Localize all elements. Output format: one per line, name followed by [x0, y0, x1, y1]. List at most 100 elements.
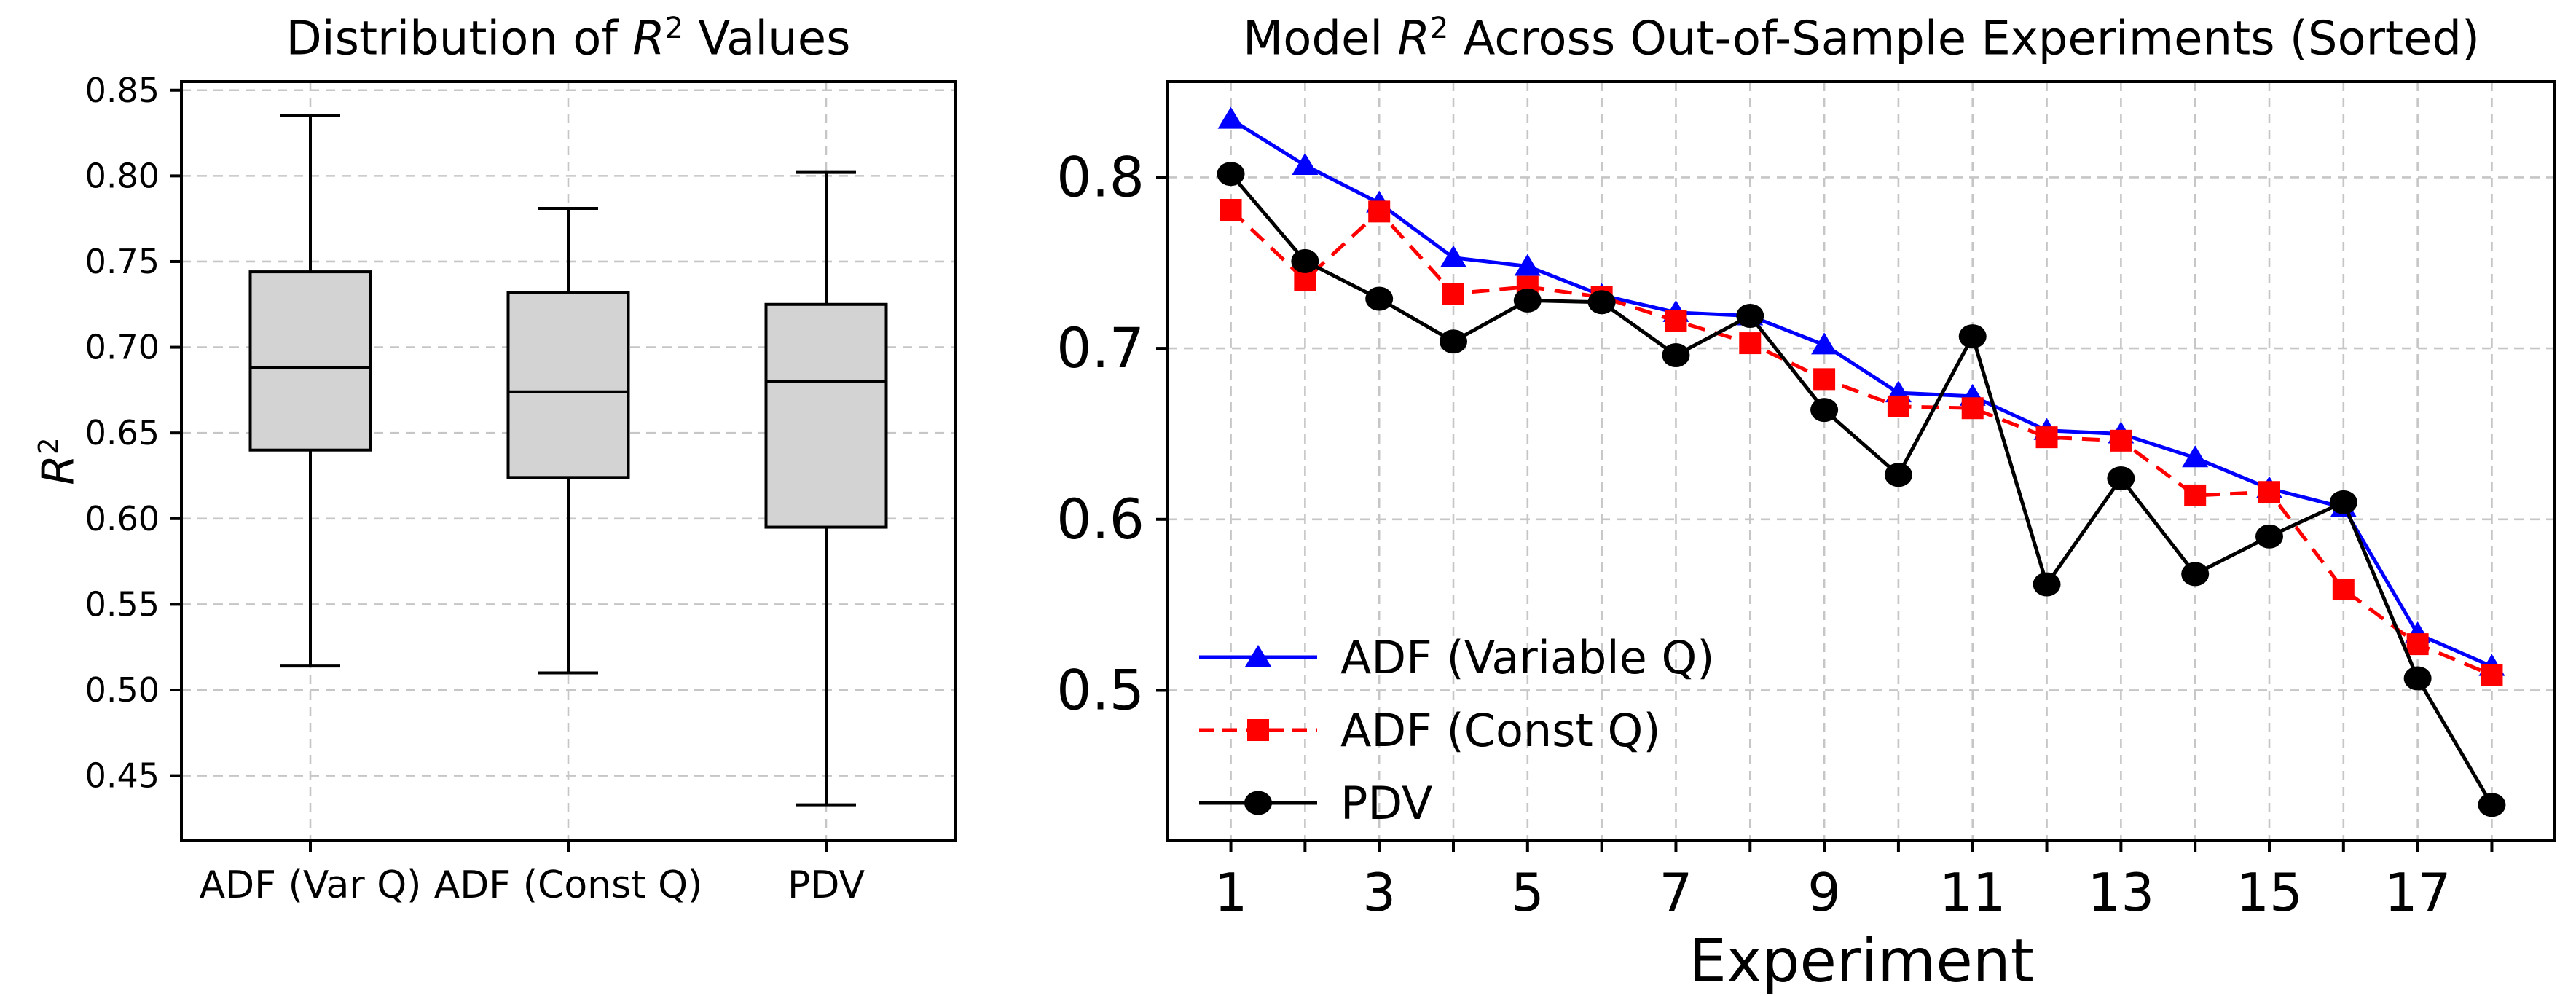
legend-item-adf-variable-q: ADF (Variable Q) [1196, 621, 1714, 694]
box-ADF (Var Q) [248, 114, 372, 668]
left-title-r: R [632, 12, 665, 66]
category-label: PDV [788, 863, 865, 907]
legend-item-adf-const-q: ADF (Const Q) [1196, 694, 1714, 766]
y-tick-label: 0.6 [1056, 487, 1144, 552]
circle-marker [1513, 288, 1542, 313]
triangle-marker [1811, 332, 1838, 355]
square-marker [1739, 332, 1762, 355]
square-marker [1442, 283, 1464, 305]
y-tick-label: 0.8 [1056, 144, 1144, 209]
circle-marker [1587, 290, 1616, 315]
left-title-sup: 2 [664, 12, 684, 45]
square-marker [1665, 310, 1687, 332]
box-PDV [764, 170, 888, 807]
circle-marker [1440, 329, 1467, 354]
square-marker [2184, 484, 2207, 506]
right-x-tick-labels: 1 3 5 7 9 11 13 15 17 [1214, 862, 2451, 923]
triangle-marker [1440, 245, 1466, 267]
legend-triangle-marker-icon [1199, 645, 1317, 667]
x-tick-label: 11 [1939, 862, 2006, 923]
square-marker [2110, 429, 2132, 452]
square-marker [2035, 426, 2058, 449]
right-plot-title: Model R2 Across Out-of-Sample Experiment… [1243, 12, 2480, 66]
series-pdv [1217, 162, 2506, 817]
box-ADF (Const Q) [506, 207, 630, 675]
circle-marker [1217, 162, 1245, 187]
y-tick-label: 0.65 [85, 413, 160, 452]
triangle-marker [1514, 254, 1541, 276]
triangle-marker [1217, 106, 1244, 129]
circle-marker [1662, 342, 1690, 367]
right-x-axis-label: Experiment [1689, 927, 2034, 996]
right-y-tick-labels: 0.5 0.6 0.7 0.8 [1056, 144, 1144, 722]
series-line [1230, 117, 2493, 668]
y-tick-label: 0.70 [85, 328, 160, 367]
x-tick-label: 13 [2088, 862, 2155, 923]
left-title-prefix: Distribution of [286, 12, 633, 66]
x-tick-label: 15 [2236, 862, 2303, 923]
circle-marker [2403, 666, 2432, 691]
left-title-suffix: Values [683, 12, 851, 66]
right-spines [1166, 80, 2556, 842]
y-tick-label: 0.7 [1056, 315, 1144, 380]
left-x-tick-labels: ADF (Var Q) ADF (Const Q) PDV [200, 863, 865, 907]
legend-circle-marker-icon [1199, 791, 1317, 815]
iqr-box [506, 291, 630, 479]
right-title-r: R [1397, 12, 1430, 66]
legend: ADF (Variable Q) ADF (Const Q) PDV [1196, 621, 1714, 839]
triangle-marker [1292, 152, 1319, 175]
y-tick-label: 0.55 [85, 584, 160, 624]
right-title-sup: 2 [1429, 12, 1449, 45]
series-line [1229, 173, 2494, 806]
y-tick-label: 0.80 [85, 156, 160, 195]
category-label: ADF (Const Q) [434, 863, 703, 907]
square-marker [2406, 633, 2429, 656]
iqr-box [764, 302, 888, 529]
circle-marker [2478, 793, 2506, 817]
x-tick-label: 1 [1214, 862, 1248, 923]
circle-marker [2107, 466, 2135, 490]
y-tick-label: 0.60 [85, 499, 160, 538]
right-title-suffix: Across Out-of-Sample Experiments (Sorted… [1448, 12, 2480, 66]
x-tick-label: 7 [1660, 862, 1693, 923]
right-gridlines [1168, 82, 2555, 841]
left-ticks [170, 88, 828, 852]
circle-marker [1291, 248, 1319, 273]
square-marker [1961, 397, 1984, 420]
circle-marker [1736, 304, 1764, 329]
square-marker [2332, 579, 2355, 601]
left-y-tick-labels: 0.45 0.50 0.55 0.60 0.65 0.70 0.75 0.80 0.85 [85, 71, 160, 796]
legend-square-marker-icon [1199, 719, 1317, 741]
triangle-marker [2182, 445, 2209, 468]
x-tick-label: 9 [1807, 862, 1841, 923]
triangle-marker [1245, 645, 1271, 667]
right-title-prefix: Model [1243, 12, 1398, 66]
y-tick-label: 0.5 [1056, 657, 1144, 722]
x-tick-label: 17 [2384, 862, 2451, 923]
category-label: ADF (Var Q) [200, 863, 422, 907]
square-marker [1247, 719, 1269, 741]
square-marker [2258, 481, 2280, 503]
square-marker [1887, 395, 1909, 417]
square-marker [1220, 199, 1242, 221]
legend-label: ADF (Const Q) [1340, 703, 1661, 757]
square-marker [2481, 664, 2503, 686]
y-tick-label: 0.50 [85, 670, 160, 710]
left-plot-title: Distribution of R2 Values [286, 12, 851, 66]
circle-marker [2033, 572, 2061, 597]
legend-label: ADF (Variable Q) [1340, 630, 1715, 684]
iqr-box [248, 270, 372, 452]
square-marker [1368, 200, 1391, 223]
circle-marker [1958, 324, 1987, 349]
y-tick-label: 0.45 [85, 756, 160, 796]
x-tick-label: 5 [1511, 862, 1544, 923]
circle-marker [1810, 398, 1839, 423]
circle-marker [2181, 562, 2210, 587]
circle-marker [2255, 524, 2283, 549]
series-adf-const-q- [1220, 199, 2503, 686]
x-tick-label: 3 [1362, 862, 1396, 923]
square-marker [1813, 368, 1836, 391]
